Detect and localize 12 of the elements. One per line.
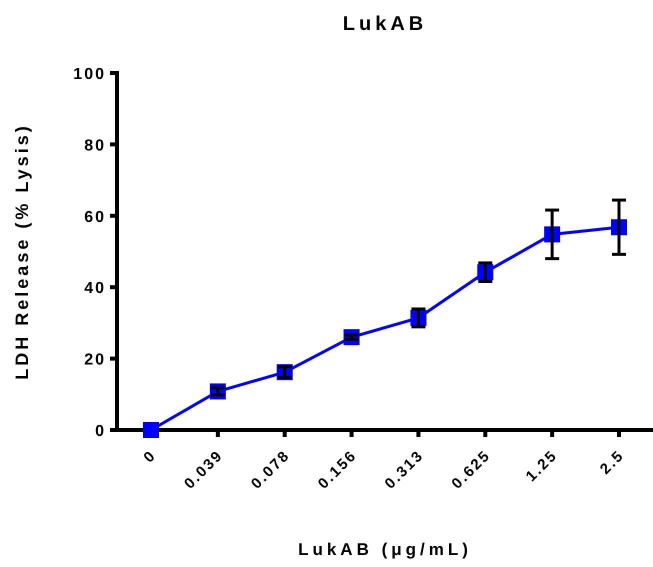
y-tick-label: 0 xyxy=(95,423,106,440)
y-tick-label: 60 xyxy=(84,208,106,226)
y-tick-label: 100 xyxy=(73,66,106,83)
y-axis-title: LDH Release (% Lysis) xyxy=(12,123,32,380)
x-tick-label: 2.5 xyxy=(596,446,628,478)
x-axis-title: LukAB (μg/mL) xyxy=(298,540,472,559)
point xyxy=(143,422,159,438)
chart-title: LukAB xyxy=(342,13,428,35)
y-tick-label: 80 xyxy=(84,137,106,154)
y-tick-label: 40 xyxy=(84,280,106,298)
x-tick-label: 0 xyxy=(140,446,160,466)
y-tick-label: 20 xyxy=(84,352,106,369)
